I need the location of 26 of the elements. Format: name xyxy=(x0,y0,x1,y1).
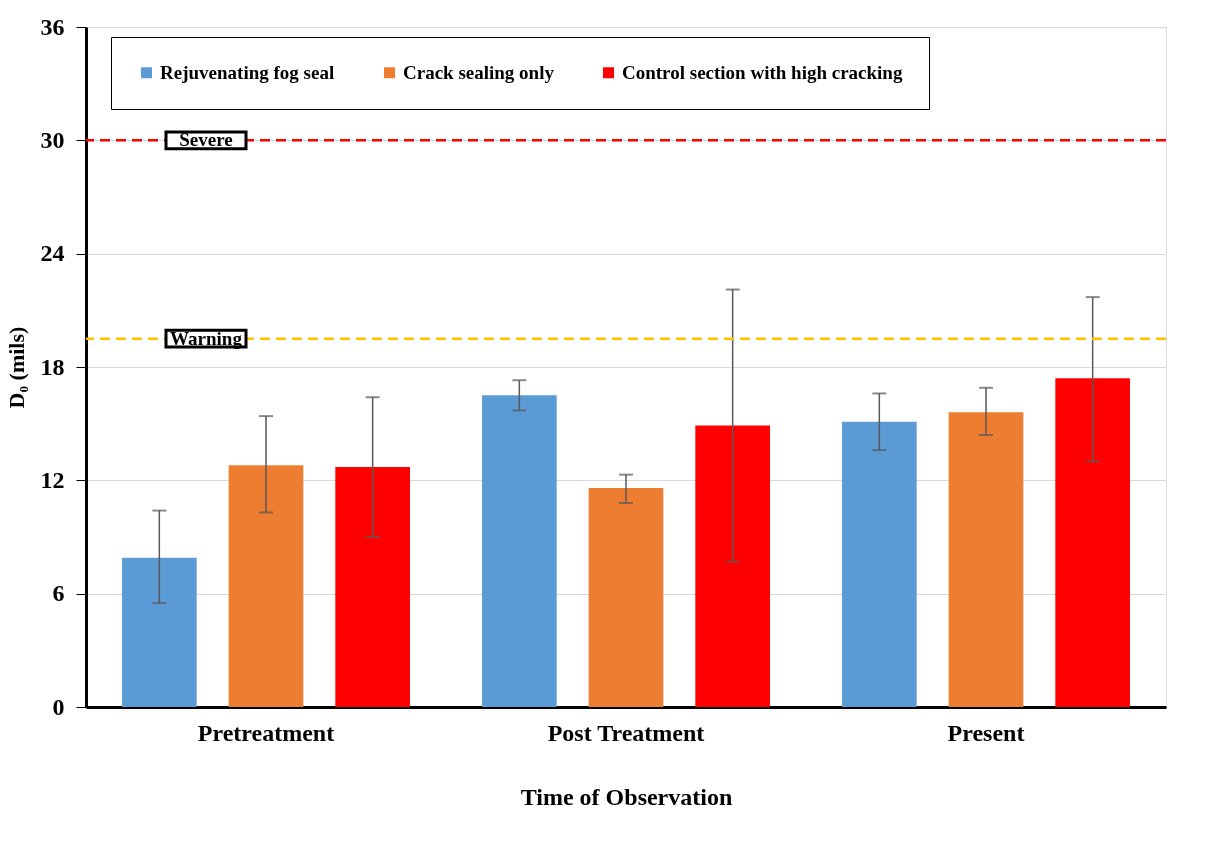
y-tick-label: 12 xyxy=(40,466,65,493)
bar xyxy=(228,465,304,707)
y-tick-label: 18 xyxy=(40,353,65,380)
y-tick-label: 0 xyxy=(52,693,65,720)
ref-line-label: Warning xyxy=(170,327,243,349)
y-tick-label: 30 xyxy=(40,126,65,153)
bar xyxy=(695,425,770,707)
bar xyxy=(335,467,410,707)
x-tick-label: Post Treatment xyxy=(547,719,705,746)
x-tick-label: Present xyxy=(947,719,1025,746)
legend-label: Rejuvenating fog seal xyxy=(160,61,335,83)
bar xyxy=(948,412,1024,707)
legend-label: Control section with high cracking xyxy=(622,61,903,83)
bar xyxy=(122,557,197,707)
y-axis-title: D₀ (mils) xyxy=(3,326,29,409)
bar xyxy=(482,395,557,707)
bar xyxy=(588,487,664,707)
y-tick-label: 24 xyxy=(40,240,65,267)
bar xyxy=(1055,378,1130,707)
x-tick-label: Pretreatment xyxy=(197,719,335,746)
x-axis-title: Time of Observation xyxy=(520,783,733,810)
legend-label: Crack sealing only xyxy=(403,61,555,83)
ref-line-label: Severe xyxy=(179,129,233,151)
y-tick-label: 6 xyxy=(52,580,65,607)
y-tick-label: 36 xyxy=(40,13,65,40)
bar xyxy=(842,421,917,707)
